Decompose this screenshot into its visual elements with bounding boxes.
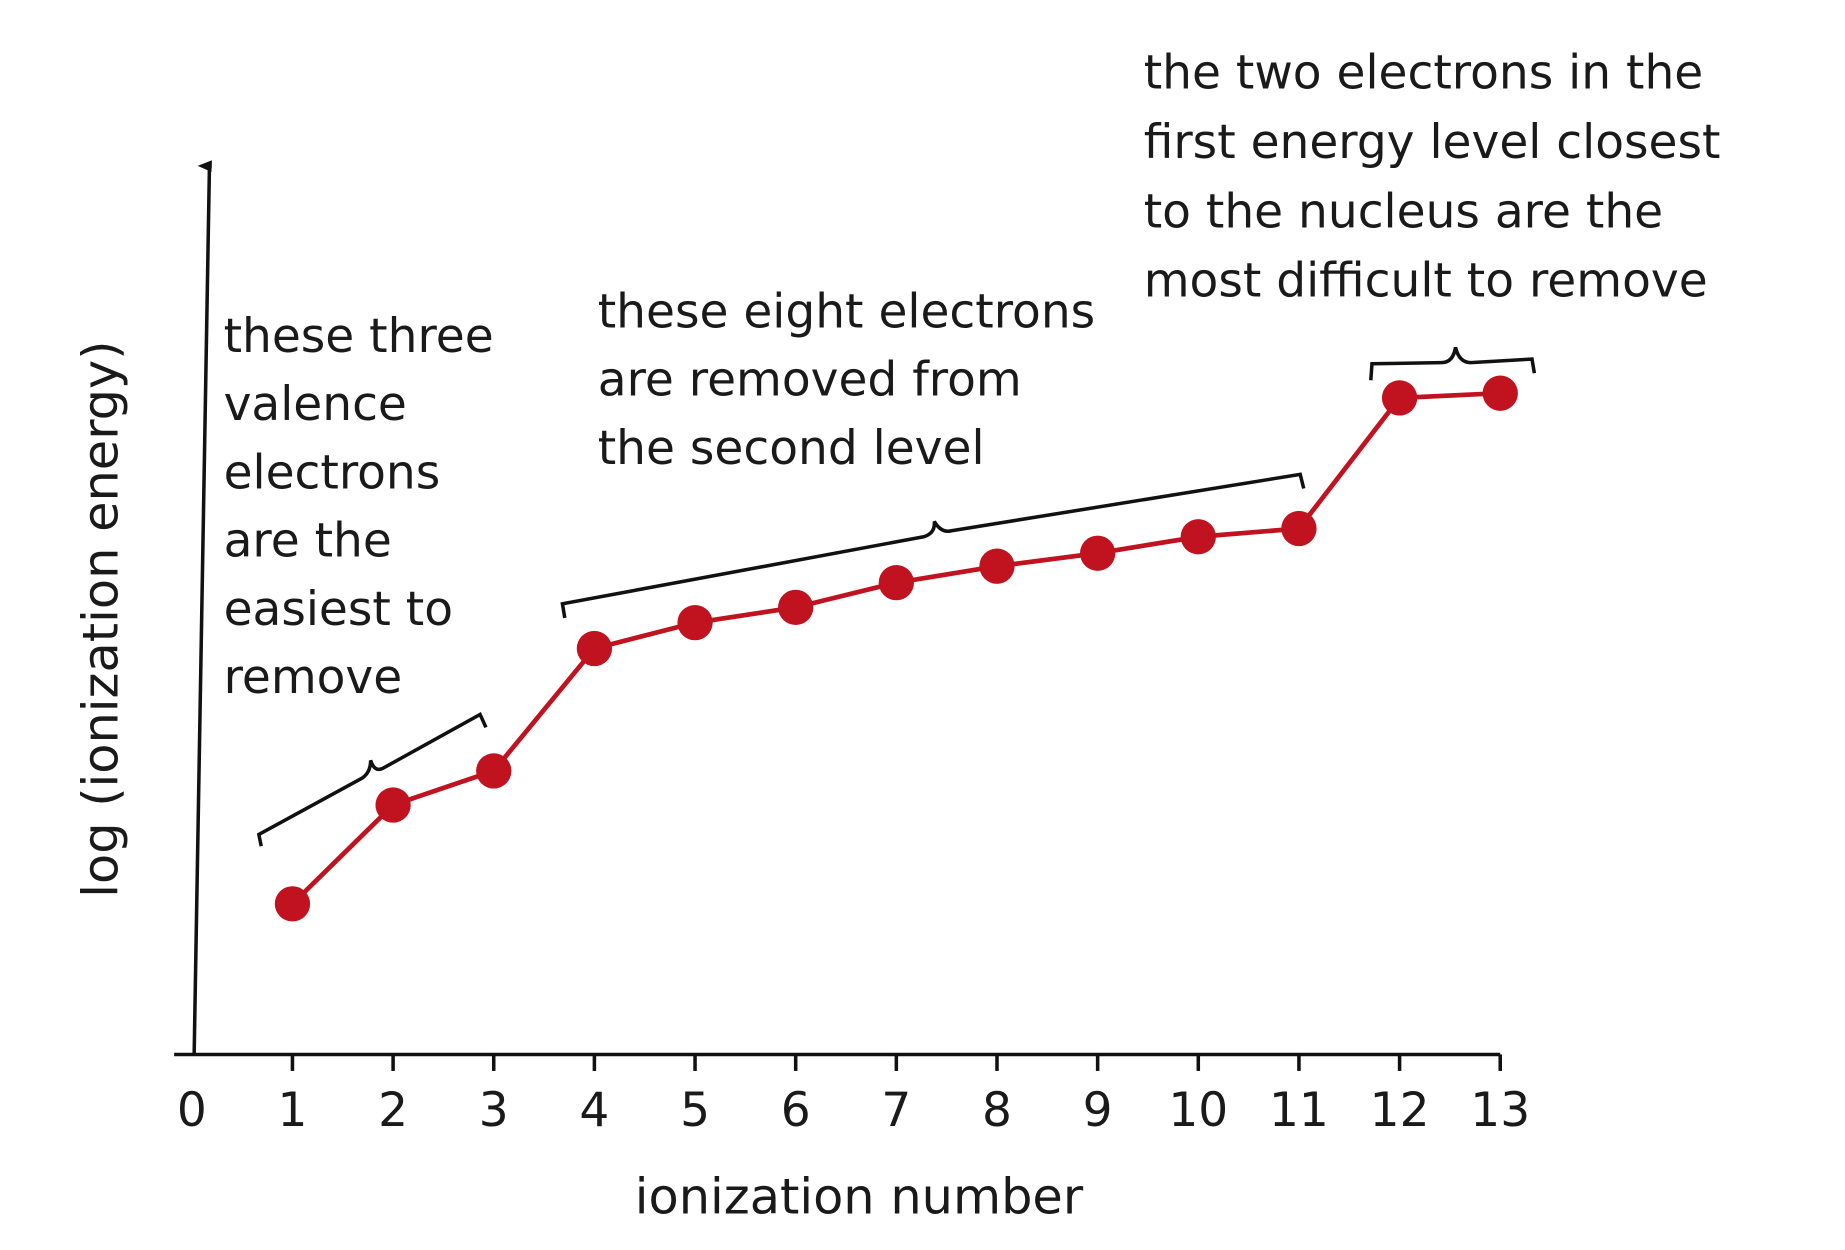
x-tick-label: 0 [177, 1083, 207, 1138]
point [1281, 510, 1317, 547]
annotation: these eight electrons [598, 284, 1095, 339]
x-tick-label: 5 [680, 1083, 710, 1138]
axes: ionization number log (ionization energy… [72, 160, 1501, 1225]
point [1079, 535, 1116, 571]
braces [256, 346, 1537, 847]
x-tick-label: 13 [1470, 1083, 1530, 1138]
annotation: valence [224, 377, 407, 432]
x-axis-label: ionization number [635, 1167, 1084, 1225]
annotation: the second level [598, 421, 985, 476]
x-tick-label: 2 [378, 1083, 408, 1138]
x-tick-label: 3 [479, 1083, 509, 1138]
y-axis-label: log (ionization energy) [72, 340, 130, 897]
annotation: most difficult to remove [1144, 254, 1708, 309]
point [878, 564, 914, 601]
annotation: electrons [224, 446, 441, 501]
x-tick-label: 4 [579, 1083, 609, 1138]
annotation: to the nucleus are the [1144, 184, 1663, 239]
y-axis [192, 160, 212, 1055]
annotation: the two electrons in the [1144, 45, 1704, 100]
annotation: are the [224, 514, 392, 569]
x-tick-label: 11 [1269, 1083, 1329, 1138]
x-tick-label: 9 [1083, 1083, 1113, 1138]
brace [560, 472, 1306, 619]
annotation: are removed from [598, 353, 1022, 408]
x-tick-label: 8 [982, 1083, 1012, 1138]
point [1482, 375, 1518, 411]
brace [1369, 346, 1537, 381]
point [274, 886, 311, 922]
x-tick-label: 6 [781, 1083, 811, 1138]
annotations: these three valence electrons are the easies… [224, 45, 1721, 705]
point [778, 589, 814, 625]
x-ticks: 0 1 2 3 4 5 6 7 8 9 10 11 12 13 [177, 1054, 1530, 1138]
point [576, 630, 613, 667]
point [1381, 380, 1418, 416]
point [375, 787, 411, 823]
x-tick-label: 12 [1370, 1083, 1430, 1138]
x-tick-label: 1 [277, 1083, 307, 1138]
point [1180, 519, 1216, 555]
point [476, 753, 512, 789]
plot [274, 375, 1518, 922]
brace [256, 711, 488, 847]
x-tick-label: 10 [1168, 1083, 1228, 1138]
point [979, 548, 1015, 584]
point [677, 604, 713, 641]
annotation: remove [224, 650, 403, 705]
annotation: these three [224, 309, 494, 364]
x-tick-label: 7 [881, 1083, 911, 1138]
annotation: first energy level closest [1144, 115, 1721, 170]
annotation: easiest to [224, 582, 453, 637]
